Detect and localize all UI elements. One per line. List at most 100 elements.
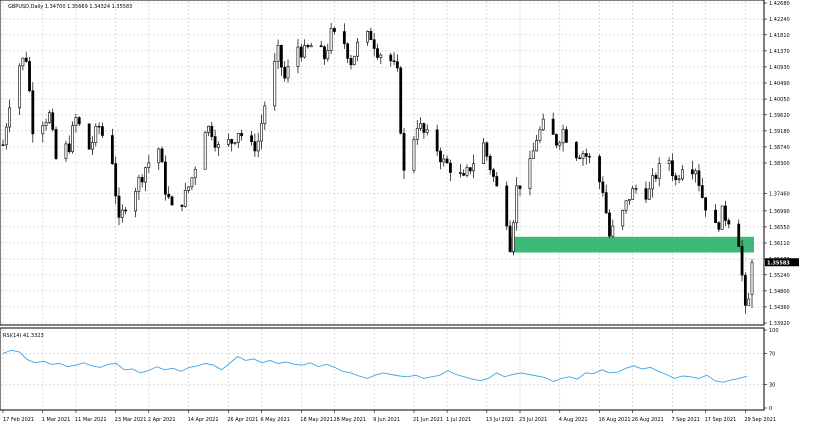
price-tick-label: 1.38300 xyxy=(769,161,790,167)
candle-body xyxy=(24,57,28,62)
candle-body xyxy=(309,45,313,48)
candle xyxy=(24,51,28,63)
time-tick-label: 26 Apr 2021 xyxy=(227,417,258,423)
candle xyxy=(114,156,118,204)
candle-body xyxy=(671,160,674,177)
candle-body xyxy=(399,67,403,134)
candle xyxy=(671,153,674,181)
candle xyxy=(604,184,608,214)
price-tick-label: 1.36110 xyxy=(769,241,790,247)
candle-body xyxy=(286,66,290,79)
candle-body xyxy=(147,162,151,168)
candle xyxy=(435,124,439,157)
candle-body xyxy=(724,205,727,221)
candle xyxy=(392,52,396,66)
candle xyxy=(91,136,94,156)
candle xyxy=(279,44,283,77)
candle-body xyxy=(677,178,681,181)
rsi-panel-frame xyxy=(0,327,765,411)
candle-body xyxy=(170,196,174,206)
candle xyxy=(226,133,230,147)
candle-body xyxy=(472,163,476,172)
candle-body xyxy=(743,274,747,306)
candle xyxy=(495,171,499,187)
candle-body xyxy=(644,188,648,200)
candle-body xyxy=(193,168,197,179)
candle-body xyxy=(4,126,8,146)
candle-body xyxy=(578,157,582,159)
candle-body xyxy=(415,128,419,140)
candle xyxy=(120,204,124,223)
candle-body xyxy=(624,200,628,211)
candle-body xyxy=(51,112,55,130)
candle xyxy=(21,57,25,71)
candle xyxy=(681,164,684,182)
candle xyxy=(369,27,373,40)
rsi-line xyxy=(2,349,748,383)
candle-body xyxy=(389,54,393,62)
candle xyxy=(624,200,628,215)
time-tick-label: 26 Aug 2021 xyxy=(632,417,664,423)
candle xyxy=(558,140,562,150)
candle xyxy=(233,141,237,146)
candle-body xyxy=(101,126,104,136)
candle xyxy=(372,33,376,57)
candle xyxy=(163,155,167,201)
candle-body xyxy=(528,158,532,189)
candle xyxy=(217,141,220,156)
candle xyxy=(528,150,532,196)
candle xyxy=(326,43,330,62)
candle xyxy=(137,174,141,201)
main-panel-frame xyxy=(0,0,765,326)
candle xyxy=(574,141,578,161)
time-tick-label: 17 Sep 2021 xyxy=(705,417,737,423)
rsi-layer xyxy=(2,349,748,383)
candle xyxy=(366,30,369,46)
candle xyxy=(333,26,336,35)
price-tick-label: 1.34800 xyxy=(769,289,790,295)
candle xyxy=(458,164,462,178)
candle-body xyxy=(495,176,499,187)
candle xyxy=(230,138,234,152)
candle xyxy=(110,128,114,165)
candle-body xyxy=(541,118,545,131)
candle xyxy=(747,292,751,306)
candle-body xyxy=(203,132,207,170)
candle-body xyxy=(180,204,184,207)
candle xyxy=(41,121,45,143)
candle-body xyxy=(296,46,300,67)
candle xyxy=(4,122,8,150)
rsi-tick-label: 100 xyxy=(769,328,779,334)
candle xyxy=(727,218,731,229)
candle xyxy=(631,185,635,200)
candle xyxy=(700,177,704,199)
candle-body xyxy=(601,181,605,193)
candle-body xyxy=(419,123,422,129)
candle xyxy=(283,61,287,82)
candle-body xyxy=(697,170,701,186)
candle-body xyxy=(144,167,147,183)
candle-body xyxy=(598,156,601,183)
candle xyxy=(71,121,74,154)
candle-body xyxy=(187,186,190,191)
candle xyxy=(190,177,194,191)
candle xyxy=(276,39,280,70)
candle xyxy=(309,42,313,48)
candle-body xyxy=(551,118,555,135)
candle xyxy=(67,135,71,154)
candle xyxy=(117,187,121,226)
time-tick-label: 21 Jun 2021 xyxy=(413,417,443,423)
candle-body xyxy=(611,225,615,237)
candle-body xyxy=(217,144,220,148)
time-tick-label: 2 Apr 2021 xyxy=(148,417,176,423)
candle xyxy=(508,220,512,253)
candle xyxy=(611,219,615,238)
candle xyxy=(352,55,356,66)
candle-body xyxy=(134,191,137,212)
candle xyxy=(449,159,452,181)
candle xyxy=(445,155,449,164)
candle xyxy=(180,204,184,212)
price-tick-label: 1.36550 xyxy=(769,225,790,231)
candle-body xyxy=(213,136,217,148)
candle xyxy=(167,186,171,199)
